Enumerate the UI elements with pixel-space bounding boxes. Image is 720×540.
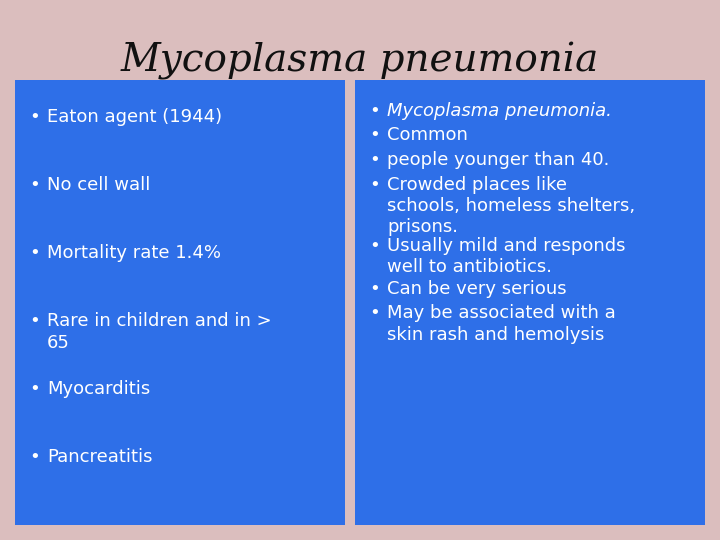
Text: Eaton agent (1944): Eaton agent (1944) <box>47 108 222 126</box>
Text: No cell wall: No cell wall <box>47 176 150 194</box>
Text: •: • <box>369 126 379 145</box>
FancyBboxPatch shape <box>15 80 345 525</box>
Text: Mycoplasma pneumonia: Mycoplasma pneumonia <box>121 42 599 80</box>
Text: people younger than 40.: people younger than 40. <box>387 151 609 169</box>
Text: •: • <box>29 244 40 262</box>
Text: •: • <box>29 448 40 466</box>
Text: •: • <box>369 151 379 169</box>
Text: Pancreatitis: Pancreatitis <box>47 448 153 466</box>
Text: May be associated with a
skin rash and hemolysis: May be associated with a skin rash and h… <box>387 305 616 344</box>
Text: Usually mild and responds
well to antibiotics.: Usually mild and responds well to antibi… <box>387 237 626 276</box>
FancyBboxPatch shape <box>355 80 705 525</box>
Text: •: • <box>29 380 40 398</box>
Text: •: • <box>29 312 40 330</box>
Text: Mortality rate 1.4%: Mortality rate 1.4% <box>47 244 221 262</box>
Text: •: • <box>369 102 379 120</box>
Text: •: • <box>369 305 379 322</box>
Text: Mycoplasma pneumonia.: Mycoplasma pneumonia. <box>387 102 612 120</box>
Text: Myocarditis: Myocarditis <box>47 380 150 398</box>
Text: Common: Common <box>387 126 468 145</box>
Text: •: • <box>369 237 379 255</box>
Text: Can be very serious: Can be very serious <box>387 280 567 298</box>
Text: •: • <box>369 176 379 193</box>
Text: •: • <box>369 280 379 298</box>
Text: Crowded places like
schools, homeless shelters,
prisons.: Crowded places like schools, homeless sh… <box>387 176 635 237</box>
Text: Rare in children and in >
65: Rare in children and in > 65 <box>47 312 271 352</box>
Text: •: • <box>29 176 40 194</box>
Text: •: • <box>29 108 40 126</box>
